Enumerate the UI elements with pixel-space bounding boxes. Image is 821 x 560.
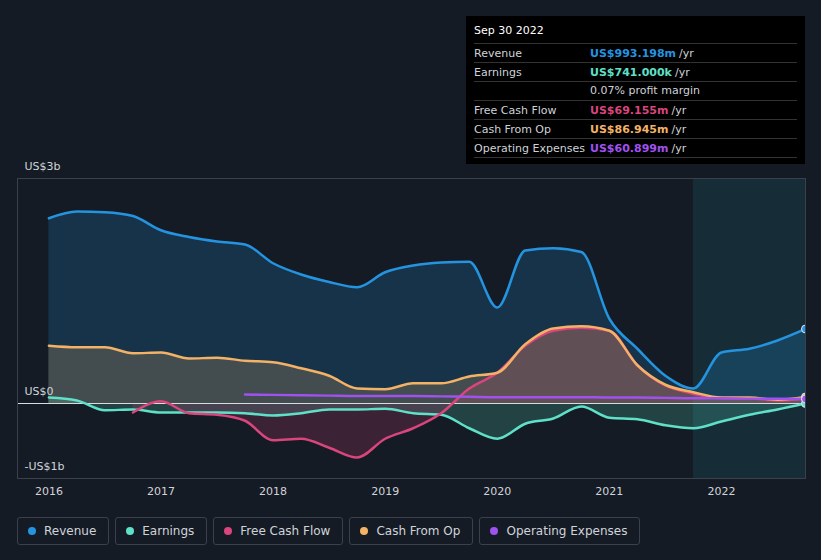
html-text:Revenue: Revenue	[44, 524, 97, 538]
svg-text:2020: 2020	[483, 485, 511, 498]
html-text:Sep 30 2022: Sep 30 2022	[474, 24, 544, 37]
svg-text:US$0: US$0	[25, 385, 54, 398]
html-text:US$60.899m /yr: US$60.899m /yr	[590, 142, 687, 155]
svg-text:2022: 2022	[707, 485, 735, 498]
html-text:Cash From Op: Cash From Op	[474, 123, 551, 136]
html-text:0.07% profit margin: 0.07% profit margin	[590, 84, 700, 97]
svg-text:2018: 2018	[259, 485, 287, 498]
html-text:Free Cash Flow: Free Cash Flow	[240, 524, 331, 538]
html-text:Earnings: Earnings	[474, 66, 522, 79]
svg-text:2016: 2016	[35, 485, 63, 498]
html-text:Free Cash Flow: Free Cash Flow	[474, 104, 557, 117]
html-text:Earnings: Earnings	[142, 524, 195, 538]
html-text:US$86.945m /yr: US$86.945m /yr	[590, 123, 687, 136]
svg-text:-US$1b: -US$1b	[25, 460, 65, 473]
svg-text:2021: 2021	[595, 485, 623, 498]
html-text:Cash From Op: Cash From Op	[376, 524, 461, 538]
html-text:US$993.198m /yr: US$993.198m /yr	[590, 47, 694, 60]
html-text:US$69.155m /yr: US$69.155m /yr	[590, 104, 687, 117]
svg-text:US$3b: US$3b	[25, 160, 61, 173]
html-text:US$741.000k /yr: US$741.000k /yr	[590, 66, 690, 79]
svg-text:2017: 2017	[147, 485, 175, 498]
svg-text:2019: 2019	[371, 485, 399, 498]
html-text:Operating Expenses: Operating Expenses	[506, 524, 628, 538]
html-text:Operating Expenses: Operating Expenses	[474, 142, 585, 155]
html-text:Revenue: Revenue	[474, 47, 522, 60]
